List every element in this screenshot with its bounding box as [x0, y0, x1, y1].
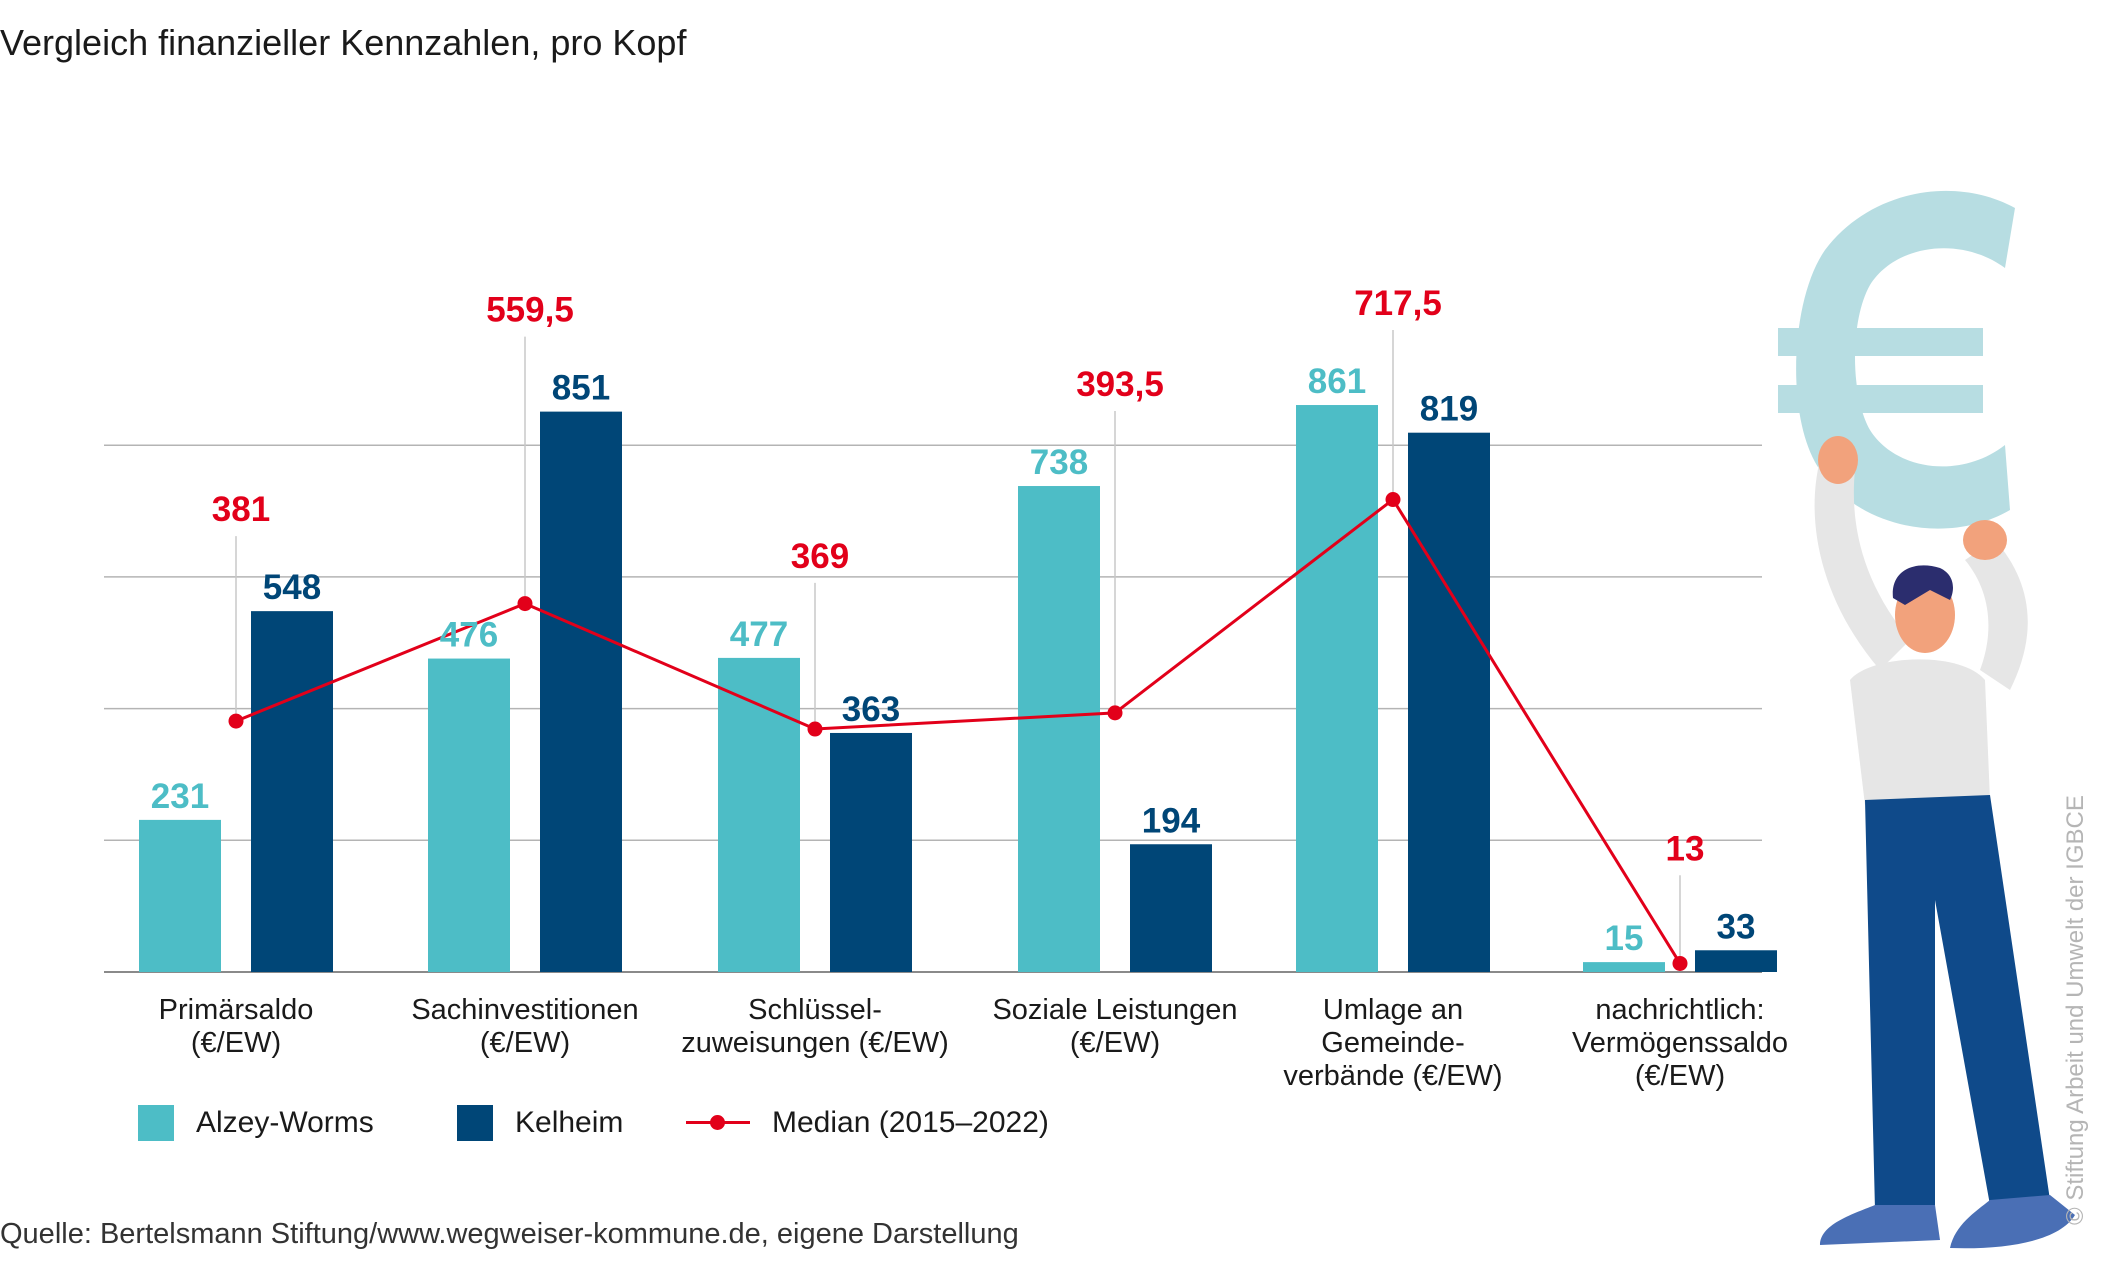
category-label: Vermögenssaldo — [1572, 1027, 1788, 1059]
data-label-alzey-worms: 231 — [151, 777, 209, 816]
data-labels: 231 548 381 476 851 559,5 477 363 369 738 194 393,5… — [151, 284, 1756, 958]
legend-item-alzey-worms: Alzey-Worms — [138, 1105, 374, 1141]
category-label: (€/EW) — [191, 1027, 281, 1059]
data-label-median: 13 — [1666, 829, 1705, 868]
median-point — [807, 721, 823, 737]
category-label: nachrichtlich: — [1595, 994, 1764, 1026]
data-label-kelheim: 194 — [1142, 801, 1201, 840]
data-label-alzey-worms: 15 — [1605, 919, 1644, 958]
category-label: zuweisungen (€/EW) — [681, 1027, 949, 1059]
copyright-note: © Stiftung Arbeit und Umwelt der IGBCE — [2062, 795, 2089, 1225]
legend-label-median: Median (2015–2022) — [772, 1106, 1049, 1139]
data-label-kelheim: 548 — [263, 568, 321, 607]
category-label: Soziale Leistungen — [992, 994, 1237, 1026]
category-label: (€/EW) — [480, 1027, 570, 1059]
category-label: Gemeinde- — [1321, 1027, 1464, 1059]
man-holding-euro-illustration — [1778, 190, 2075, 1249]
legend-item-median: Median (2015–2022) — [686, 1105, 1049, 1141]
median-leader-lines — [235, 330, 1681, 964]
bar-kelheim — [1408, 432, 1490, 973]
data-label-median: 369 — [791, 537, 849, 576]
data-label-median: 559,5 — [486, 291, 574, 330]
data-label-alzey-worms: 861 — [1308, 362, 1366, 401]
legend-swatch-kelheim — [457, 1105, 493, 1141]
category-label: Primärsaldo — [159, 994, 314, 1026]
data-label-kelheim: 851 — [552, 369, 610, 408]
median-point — [1672, 955, 1688, 971]
bar-kelheim — [540, 411, 622, 973]
bar-kelheim — [1130, 844, 1212, 972]
category-label: verbände (€/EW) — [1283, 1060, 1502, 1092]
data-label-alzey-worms: 476 — [440, 616, 498, 655]
median-point — [517, 596, 533, 612]
category-labels: Primärsaldo(€/EW)Sachinvestitionen(€/EW)… — [159, 994, 1788, 1092]
legend-median-line-icon — [686, 1105, 750, 1141]
data-label-kelheim: 33 — [1717, 907, 1756, 946]
bar-alzey-worms — [139, 819, 221, 972]
data-label-median: 717,5 — [1354, 284, 1442, 323]
bar-alzey-worms — [718, 657, 800, 972]
data-label-kelheim: 819 — [1420, 390, 1478, 429]
median-point — [1385, 492, 1401, 508]
bar-alzey-worms — [428, 658, 510, 972]
legend-label-alzey-worms: Alzey-Worms — [196, 1106, 374, 1139]
gridlines — [104, 444, 1762, 973]
legend-item-kelheim: Kelheim — [457, 1105, 623, 1141]
data-label-median: 393,5 — [1076, 365, 1164, 404]
bar-kelheim — [830, 732, 912, 972]
legend-swatch-alzey-worms — [138, 1105, 174, 1141]
bars — [139, 405, 1777, 973]
data-label-alzey-worms: 738 — [1030, 443, 1088, 482]
median-point — [228, 713, 244, 729]
median-series-line — [235, 497, 1682, 965]
category-label: Schlüssel- — [748, 994, 882, 1026]
category-label: (€/EW) — [1635, 1060, 1725, 1092]
category-label: (€/EW) — [1070, 1027, 1160, 1059]
data-label-kelheim: 363 — [842, 690, 900, 729]
bar-alzey-worms — [1296, 405, 1378, 972]
chart-title: Vergleich finanzieller Kennzahlen, pro K… — [0, 22, 687, 63]
category-label: Sachinvestitionen — [411, 994, 638, 1026]
median-line — [228, 492, 1688, 971]
bar-kelheim — [251, 611, 333, 972]
data-label-alzey-worms: 477 — [730, 615, 788, 654]
bar-alzey-worms — [1583, 962, 1665, 972]
source-note: Quelle: Bertelsmann Stiftung/www.wegweis… — [0, 1218, 1019, 1250]
category-label: Umlage an — [1323, 994, 1463, 1026]
bar-alzey-worms — [1018, 486, 1100, 972]
legend-label-kelheim: Kelheim — [515, 1106, 624, 1139]
data-label-median: 381 — [212, 490, 270, 529]
median-point — [1107, 705, 1123, 721]
bar-kelheim — [1695, 950, 1777, 972]
